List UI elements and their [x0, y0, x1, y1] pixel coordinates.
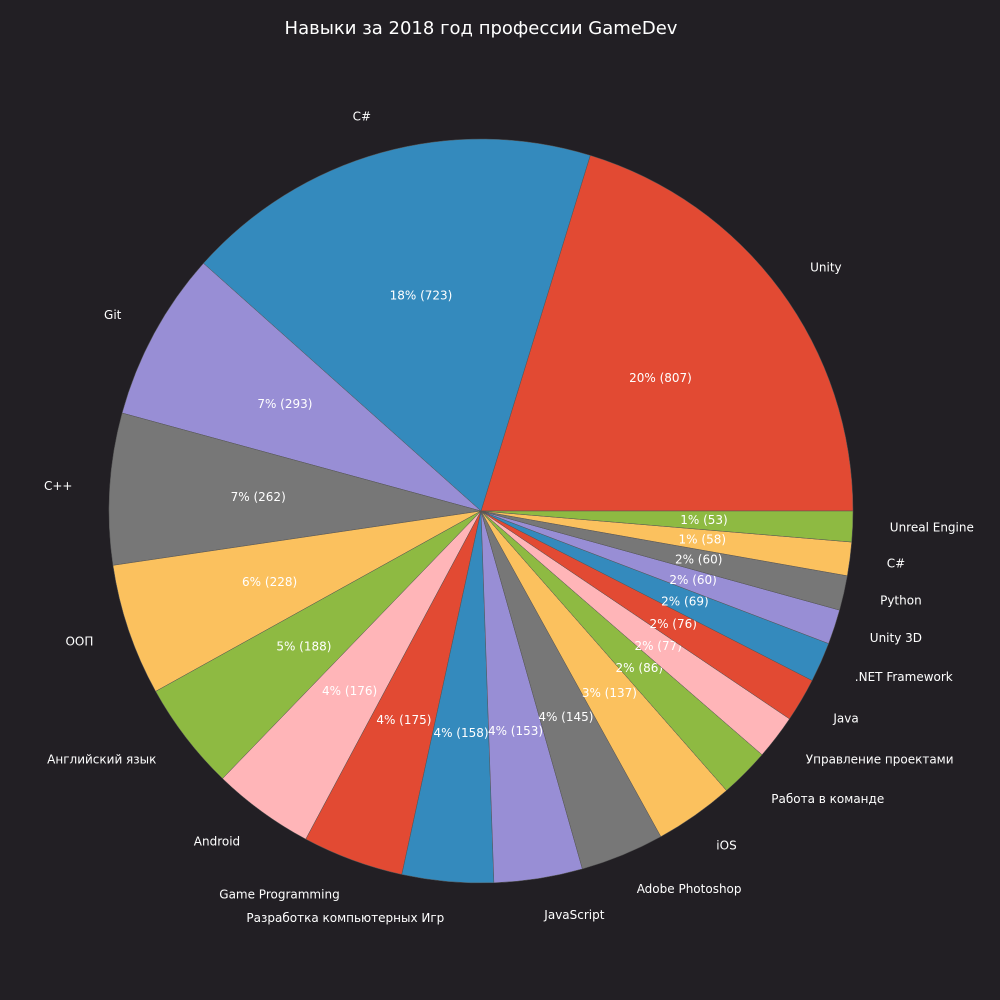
slice-pct-label-12: 2% (86) — [616, 661, 663, 675]
slice-pct-label-10: 4% (145) — [538, 710, 593, 724]
pie-slice-0 — [480, 155, 854, 512]
slice-label-12: Работа в команде — [771, 792, 884, 806]
slice-pct-label-15: 2% (69) — [661, 594, 708, 608]
pie-slice-1 — [203, 138, 591, 512]
slice-label-1: C# — [353, 109, 371, 123]
slice-pct-label-14: 2% (76) — [649, 617, 696, 631]
pie-slice-4 — [112, 510, 482, 692]
slice-label-9: JavaScript — [543, 908, 604, 922]
slice-label-14: Java — [832, 711, 858, 725]
slice-pct-label-5: 5% (188) — [276, 639, 331, 653]
slice-label-17: Python — [880, 594, 922, 608]
slice-label-19: Unreal Engine — [890, 521, 974, 535]
slice-label-6: Android — [194, 834, 240, 848]
chart-title: Навыки за 2018 год профессии GameDev — [284, 18, 678, 39]
slice-label-2: Git — [104, 308, 122, 322]
slice-pct-label-4: 6% (228) — [242, 575, 297, 589]
slice-label-5: Английский язык — [47, 753, 156, 767]
slice-pct-label-18: 1% (58) — [679, 532, 726, 546]
slice-pct-label-19: 1% (53) — [680, 513, 727, 527]
slice-pct-label-8: 4% (158) — [433, 726, 488, 740]
slice-label-4: ООП — [65, 635, 93, 649]
slice-label-16: Unity 3D — [870, 631, 922, 645]
pie-slice-3 — [108, 412, 482, 566]
pie-slice-19 — [480, 510, 854, 543]
slice-pct-label-3: 7% (262) — [231, 490, 286, 504]
slice-pct-label-2: 7% (293) — [257, 397, 312, 411]
slice-pct-label-11: 3% (137) — [582, 686, 637, 700]
slice-pct-label-17: 2% (60) — [675, 553, 722, 567]
slice-label-10: Adobe Photoshop — [637, 882, 742, 896]
slice-pct-label-16: 2% (60) — [669, 573, 716, 587]
slice-label-7: Game Programming — [219, 888, 339, 902]
slice-pct-label-1: 18% (723) — [390, 289, 453, 303]
slice-label-11: iOS — [716, 838, 736, 852]
slice-label-8: Разработка компьютерных Игр — [246, 911, 444, 925]
slice-pct-label-13: 2% (77) — [634, 639, 681, 653]
slice-label-18: C# — [887, 556, 905, 570]
slice-pct-label-9: 4% (153) — [488, 724, 543, 738]
slice-pct-label-0: 20% (807) — [629, 371, 692, 385]
slice-label-13: Управление проектами — [806, 752, 954, 766]
slice-label-0: Unity — [810, 260, 842, 274]
slice-pct-label-6: 4% (176) — [322, 684, 377, 698]
slice-label-3: C++ — [44, 479, 73, 493]
slice-pct-label-7: 4% (175) — [376, 713, 431, 727]
slice-label-15: .NET Framework — [855, 670, 953, 684]
pie-slice-2 — [121, 262, 482, 512]
